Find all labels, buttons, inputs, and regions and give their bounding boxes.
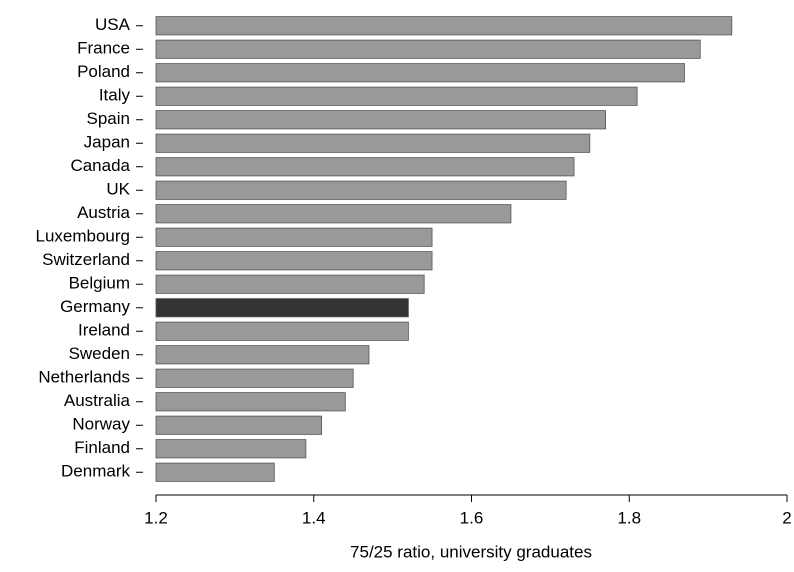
bar: [155, 462, 275, 482]
y-tick-label: Belgium: [69, 274, 130, 293]
bar: [155, 204, 512, 224]
y-tick-label: Norway: [72, 415, 130, 434]
x-tick-label: 2: [782, 508, 791, 527]
bar: [155, 86, 638, 106]
bar: [155, 16, 733, 36]
y-tick-label: UK: [106, 180, 130, 199]
bar: [155, 157, 575, 177]
bar: [155, 298, 409, 318]
x-tick-label: 1.4: [302, 508, 326, 527]
y-tick-label: Canada: [70, 156, 130, 175]
y-tick-label: Netherlands: [38, 368, 130, 387]
bar: [155, 133, 591, 153]
y-tick-label: Japan: [84, 133, 130, 152]
bar: [155, 227, 433, 247]
y-tick-label: Denmark: [61, 462, 130, 481]
x-tick-label: 1.8: [617, 508, 641, 527]
bar: [155, 368, 354, 388]
bar: [155, 274, 425, 294]
x-tick-label: 1.2: [144, 508, 168, 527]
y-tick-label: Germany: [60, 297, 130, 316]
bar: [155, 439, 307, 459]
bar: [155, 251, 433, 271]
y-tick-label: Finland: [74, 438, 130, 457]
y-tick-label: Austria: [77, 203, 130, 222]
y-tick-label: Poland: [77, 62, 130, 81]
y-tick-label: Australia: [64, 391, 131, 410]
bar: [155, 392, 346, 412]
bar: [155, 110, 606, 130]
y-tick-label: France: [77, 39, 130, 58]
y-tick-label: Sweden: [69, 344, 130, 363]
y-tick-label: Spain: [87, 109, 130, 128]
y-tick-label: Italy: [99, 86, 131, 105]
y-tick-label: Ireland: [78, 321, 130, 340]
bar: [155, 345, 370, 365]
y-tick-label: Luxembourg: [35, 227, 130, 246]
bar: [155, 321, 409, 341]
bar: [155, 415, 323, 435]
bar: [155, 63, 685, 83]
x-axis-label: 75/25 ratio, university graduates: [350, 542, 592, 561]
y-tick-label: Switzerland: [42, 250, 130, 269]
bar: [155, 180, 567, 200]
bar: [155, 39, 701, 59]
y-tick-label: USA: [95, 15, 131, 34]
x-tick-label: 1.6: [460, 508, 484, 527]
